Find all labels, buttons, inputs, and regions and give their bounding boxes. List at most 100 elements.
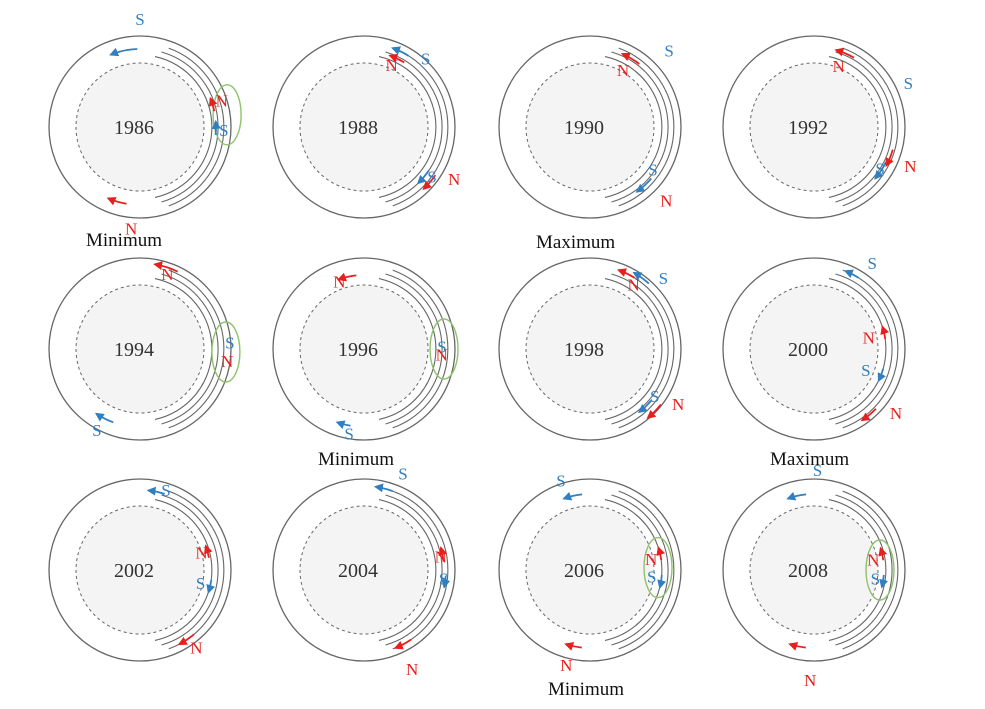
loop-arc: [161, 494, 219, 646]
north-pole-label: N: [833, 57, 845, 76]
north-pole-label: N: [333, 272, 345, 291]
north-pole-label: N: [804, 671, 816, 690]
south-pole-label: S: [92, 421, 101, 440]
south-pole-label: S: [861, 361, 870, 380]
year-label: 2006: [564, 560, 604, 582]
north-field-arrow: [422, 174, 437, 191]
north-pole-label: N: [195, 543, 207, 562]
north-field-arrow: [208, 96, 218, 112]
loop-arc: [378, 56, 437, 198]
north-pole-label: N: [435, 548, 447, 567]
year-label: 1986: [114, 117, 154, 139]
north-field-arrow: [106, 197, 127, 206]
highlight-oval: [212, 84, 242, 146]
north-pole-label: N: [672, 395, 684, 414]
convection-zone-circle: [749, 505, 879, 635]
north-field-arrow: [834, 47, 855, 59]
south-pole-label: S: [225, 334, 234, 353]
south-pole-label: S: [421, 50, 430, 69]
loop-arc: [154, 499, 213, 641]
south-field-arrow: [635, 177, 652, 193]
south-pole-label: S: [813, 461, 822, 480]
loop-arc: [835, 51, 893, 203]
south-pole-label: S: [135, 10, 144, 29]
north-pole-label: N: [560, 656, 572, 675]
south-pole-label: S: [904, 74, 913, 93]
year-label: 2008: [788, 560, 828, 582]
south-field-arrow: [879, 574, 889, 589]
north-pole-label: N: [867, 551, 879, 570]
north-pole-label: N: [125, 220, 137, 239]
north-pole-label: N: [386, 56, 398, 75]
north-pole-label: N: [863, 328, 875, 347]
south-pole-label: S: [647, 568, 656, 587]
south-pole-label: S: [875, 159, 884, 178]
magnetic-loops: [378, 269, 449, 429]
year-label: 2002: [114, 560, 154, 582]
loop-arc: [611, 273, 669, 425]
north-field-arrow: [656, 546, 665, 561]
north-pole-label: N: [627, 275, 639, 294]
loop-arc: [378, 278, 437, 420]
loop-arc: [611, 494, 669, 646]
loop-arc: [161, 273, 219, 425]
south-field-arrow: [146, 486, 165, 496]
convection-zone-circle: [749, 284, 879, 414]
caption-1990: Maximum: [536, 232, 616, 253]
south-pole-label: S: [871, 570, 880, 589]
loop-arc: [842, 47, 899, 207]
loop-arc: [604, 56, 663, 198]
loop-arc: [828, 56, 887, 198]
south-pole-label: S: [664, 42, 673, 61]
north-field-arrow: [337, 272, 357, 282]
north-field-arrow: [880, 325, 889, 340]
south-pole-label: S: [556, 472, 565, 491]
loop-arc: [604, 278, 663, 420]
caption-2006: Minimum: [548, 679, 625, 700]
highlight-oval: [865, 539, 895, 601]
north-field-arrow: [885, 149, 894, 168]
highlight-oval: [643, 536, 673, 599]
south-field-arrow: [657, 574, 666, 590]
north-field-arrow: [177, 633, 195, 646]
year-label: 1990: [564, 117, 604, 139]
south-pole-label: S: [659, 269, 668, 288]
year-label: 1988: [338, 117, 378, 139]
convection-zone-circle: [299, 284, 429, 414]
north-field-arrow: [393, 638, 412, 650]
year-label: 1994: [114, 339, 154, 361]
highlight-oval: [429, 318, 459, 380]
caption-2000: Maximum: [770, 449, 850, 470]
south-field-arrow: [391, 46, 409, 57]
convection-zone-circle: [525, 284, 655, 414]
south-field-arrow: [335, 420, 351, 429]
south-field-arrow: [441, 575, 451, 589]
south-field-arrow: [109, 47, 138, 57]
south-field-arrow: [843, 269, 859, 279]
panel-1992: S N S N 1992: [722, 35, 917, 219]
south-pole-label: S: [867, 254, 876, 273]
south-field-arrow: [632, 271, 650, 285]
loop-arc: [604, 499, 663, 641]
south-pole-label: S: [161, 481, 170, 500]
loop-arc: [618, 269, 675, 429]
north-pole-label: N: [617, 61, 629, 80]
south-field-arrow: [206, 579, 215, 594]
loop-arc: [385, 273, 443, 425]
south-field-arrow: [877, 368, 886, 383]
convection-zone-circle: [75, 62, 205, 192]
south-pole-label: S: [219, 121, 228, 140]
caption-1986: Minimum: [86, 230, 163, 251]
south-pole-label: S: [398, 465, 407, 484]
convection-zone-circle: [525, 505, 655, 635]
south-field-arrow: [637, 399, 652, 414]
